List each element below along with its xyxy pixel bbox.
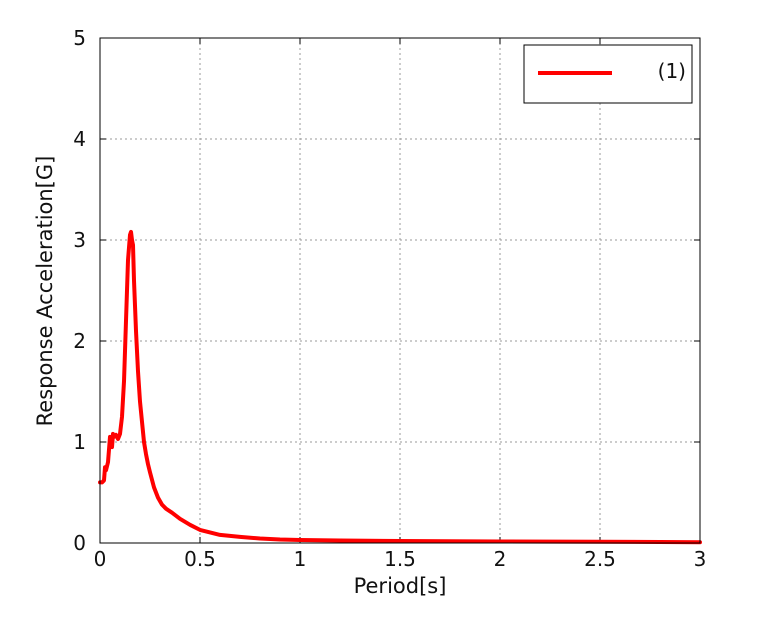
- x-tick-labels: 0 0.5 1 1.5 2 2.5 3: [94, 547, 707, 571]
- y-tick-label: 5: [73, 26, 86, 50]
- x-tick-label: 1: [294, 547, 307, 571]
- x-tick-label: 2.5: [584, 547, 616, 571]
- x-tick-label: 2: [494, 547, 507, 571]
- grid-lines: [100, 38, 700, 543]
- x-axis-label: Period[s]: [354, 574, 447, 598]
- x-tick-label: 0.5: [184, 547, 216, 571]
- y-tick-label: 3: [73, 228, 86, 252]
- y-tick-label: 0: [73, 531, 86, 555]
- x-tick-label: 0: [94, 547, 107, 571]
- y-tick-label: 4: [73, 127, 86, 151]
- x-tick-label: 1.5: [384, 547, 416, 571]
- legend: (1): [523, 44, 693, 104]
- x-tick-label: 3: [694, 547, 707, 571]
- y-tick-label: 1: [73, 430, 86, 454]
- plot-frame: [99, 37, 701, 544]
- y-tick-labels: 0 1 2 3 4 5: [73, 26, 86, 555]
- series-line-1: [98, 229, 702, 545]
- series-lines: [98, 229, 702, 545]
- y-axis-label: Response Acceleration[G]: [33, 156, 57, 427]
- legend-entry-1: (1): [658, 59, 686, 83]
- y-tick-label: 2: [73, 329, 86, 353]
